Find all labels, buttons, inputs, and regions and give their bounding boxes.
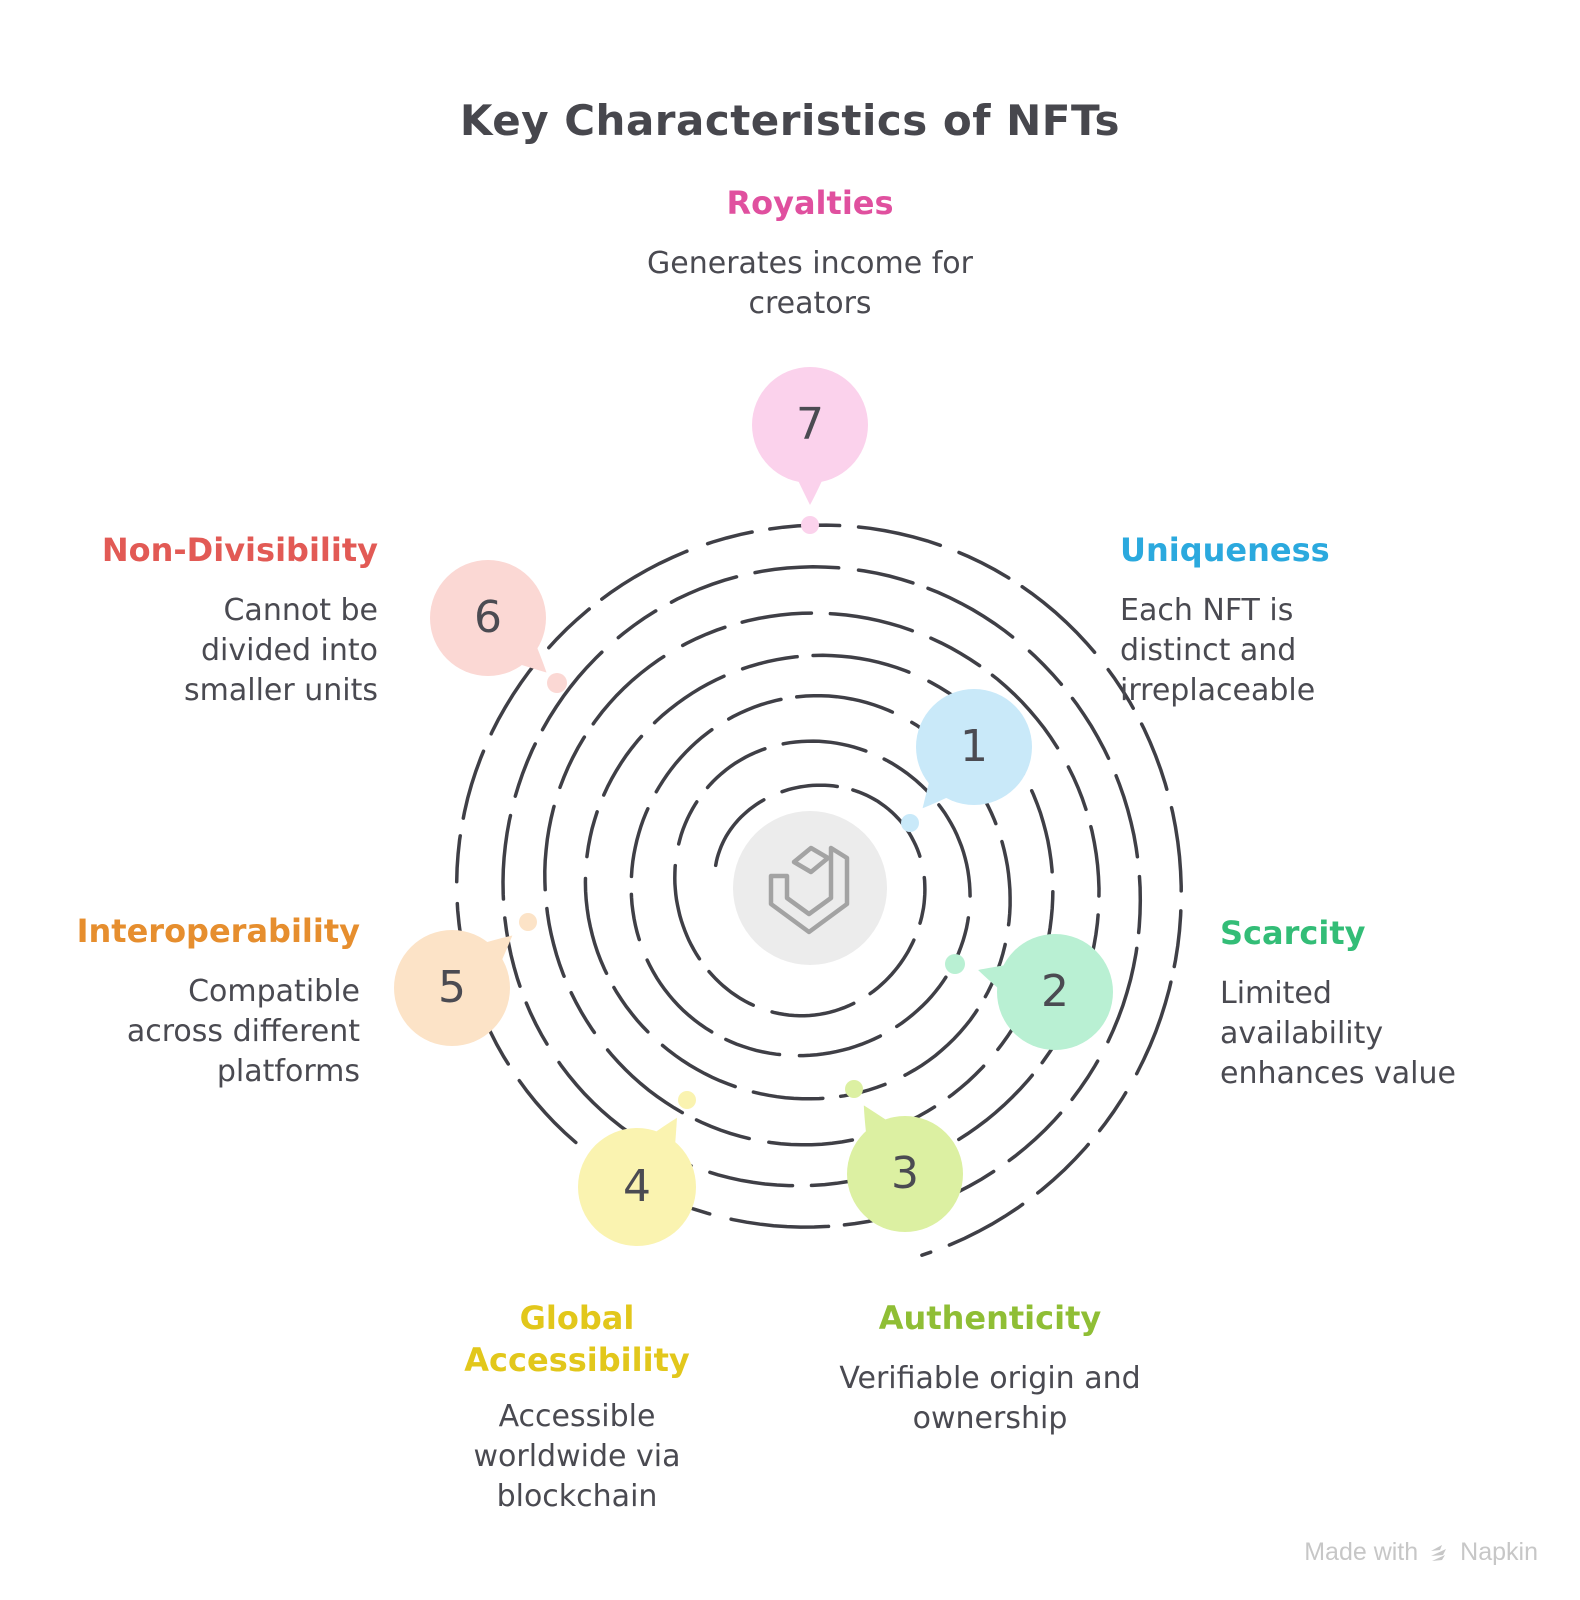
callout-uniqueness-description: Each NFT is distinct and irreplaceable [1120,593,1316,708]
bubble-4-number: 4 [623,1161,651,1212]
callout-scarcity-description: Limited availability enhances value [1220,976,1456,1091]
bubble-1-number: 1 [960,721,988,772]
bubble-4-circle [578,1128,696,1246]
callout-uniqueness: Uniqueness Each NFT is distinct and irre… [1120,529,1520,711]
callout-non-divisibility: Non-Divisibility Cannot be divided into … [0,529,378,711]
callout-global-accessibility-label: Global Accessibility [464,1299,690,1379]
spiral-line [454,523,1183,1257]
callout-non-divisibility-label: Non-Divisibility [101,531,378,569]
callout-scarcity: Scarcity Limited availability enhances v… [1220,912,1560,1094]
bubble-6-circle [430,560,546,676]
bubble-2-circle [997,934,1113,1050]
bubble-5-circle [394,930,510,1046]
watermark-brand: Napkin [1460,1538,1538,1566]
bubble-3-circle [847,1116,963,1232]
bubble-3 [845,1080,963,1232]
callout-royalties-label: Royalties [726,184,894,222]
bubble-5-number: 5 [438,962,466,1013]
spiral-dot-5 [519,913,537,931]
callout-royalties-description: Generates income for creators [647,246,973,321]
callout-uniqueness-label: Uniqueness [1120,531,1330,569]
callout-authenticity-label: Authenticity [878,1299,1102,1337]
bubble-7-circle [752,367,868,483]
bubble-1 [901,689,1032,832]
callout-global-accessibility: Global Accessibility Accessible worldwid… [427,1297,727,1517]
callout-scarcity-label: Scarcity [1220,914,1366,952]
bubble-6 [430,560,567,693]
spiral-dot-4 [678,1091,696,1109]
callout-authenticity: Authenticity Verifiable origin and owner… [780,1297,1200,1439]
callout-interoperability-label: Interoperability [76,912,360,950]
bubble-4 [578,1091,696,1246]
bubble-5 [394,913,537,1046]
bubble-3-number: 3 [891,1148,919,1199]
spiral-dot-2 [945,954,965,974]
bubble-7 [752,367,868,534]
callout-non-divisibility-description: Cannot be divided into smaller units [184,593,378,708]
callout-global-accessibility-description: Accessible worldwide via blockchain [473,1399,681,1514]
bubble-6-number: 6 [474,592,502,643]
napkin-logo [768,845,850,935]
spiral-dot-3 [845,1080,863,1098]
callout-interoperability: Interoperability Compatible across diffe… [0,910,360,1092]
napkin-logo-diamond [791,845,831,875]
spiral-dot-7 [801,516,819,534]
watermark-text: Made with [1304,1538,1419,1566]
bubble-1-circle [916,689,1032,805]
page-title: Key Characteristics of NFTs [459,96,1121,145]
bubble-2 [945,934,1113,1050]
napkin-logo-icon [1431,1544,1447,1561]
napkin-logo-u-shape [768,845,850,935]
callout-royalties: Royalties Generates income for creators [600,182,1020,324]
center-circle [733,811,887,965]
spiral-dot-6 [547,673,567,693]
callout-interoperability-description: Compatible across different platforms [126,974,360,1089]
bubble-2-number: 2 [1041,966,1069,1017]
watermark: Made with Napkin [1304,1538,1538,1567]
callout-authenticity-description: Verifiable origin and ownership [839,1361,1141,1436]
bubble-7-number: 7 [796,399,824,450]
spiral-dot-1 [901,814,919,832]
